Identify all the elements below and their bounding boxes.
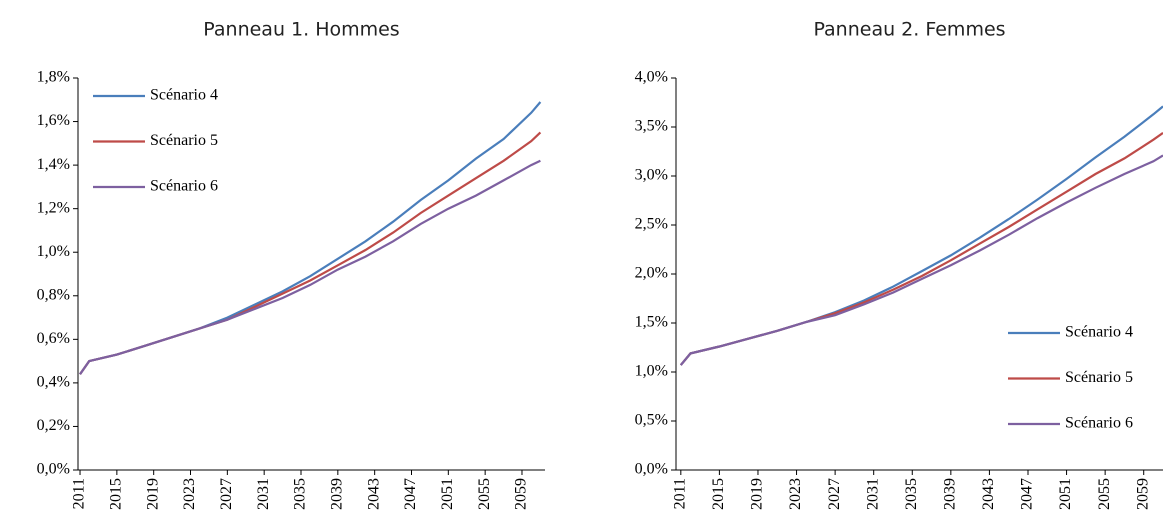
x-tick-label: 2051	[1057, 478, 1074, 510]
y-tick-label: 2,5%	[635, 216, 668, 233]
x-tick-label: 2019	[749, 478, 766, 510]
x-tick-label: 2047	[402, 478, 419, 510]
y-tick-label: 0,2%	[37, 417, 70, 434]
y-tick-label: 1,6%	[37, 112, 70, 129]
x-tick-label: 2023	[181, 478, 198, 510]
x-tick-label: 2051	[439, 478, 456, 510]
x-tick-label: 2035	[292, 478, 309, 510]
x-tick-label: 2035	[903, 478, 920, 510]
x-tick-label: 2027	[826, 478, 843, 510]
y-tick-label: 2,0%	[635, 265, 668, 282]
y-tick-label: 1,0%	[635, 363, 668, 380]
y-tick-label: 1,4%	[37, 156, 70, 173]
y-tick-label: 0,5%	[635, 412, 668, 429]
chart-title: Panneau 1. Hommes	[203, 19, 399, 41]
y-tick-label: 1,0%	[37, 243, 70, 260]
legend-label: Scénario 5	[1065, 369, 1133, 386]
y-tick-label: 0,0%	[635, 461, 668, 478]
x-tick-label: 2039	[942, 478, 959, 510]
series-line	[79, 131, 542, 375]
legend-label: Scénario 4	[1065, 324, 1133, 341]
legend-label: Scénario 6	[1065, 415, 1133, 432]
x-tick-label: 2027	[218, 478, 235, 510]
x-tick-label: 2043	[365, 478, 382, 510]
y-tick-label: 0,6%	[37, 330, 70, 347]
y-tick-label: 0,4%	[37, 374, 70, 391]
x-tick-label: 2011	[671, 478, 688, 509]
y-tick-label: 0,0%	[37, 461, 70, 478]
legend-label: Scénario 5	[150, 132, 218, 149]
x-tick-label: 2031	[864, 478, 881, 510]
legend-label: Scénario 4	[150, 87, 218, 104]
x-tick-label: 2015	[710, 478, 727, 510]
x-tick-label: 2047	[1019, 478, 1036, 510]
x-tick-label: 2059	[513, 478, 530, 510]
y-tick-label: 3,0%	[635, 167, 668, 184]
legend-label: Scénario 6	[150, 178, 218, 195]
x-tick-label: 2023	[787, 478, 804, 510]
x-tick-label: 2039	[329, 478, 346, 510]
y-tick-label: 1,8%	[37, 69, 70, 86]
y-tick-label: 1,5%	[635, 314, 668, 331]
chart-title: Panneau 2. Femmes	[813, 19, 1005, 41]
x-tick-label: 2019	[144, 478, 161, 510]
x-tick-label: 2055	[1096, 478, 1113, 510]
x-tick-label: 2015	[108, 478, 125, 510]
y-tick-label: 4,0%	[635, 69, 668, 86]
series-line	[679, 154, 1163, 366]
x-tick-label: 2059	[1134, 478, 1151, 510]
series-line	[79, 159, 541, 375]
y-tick-label: 0,8%	[37, 286, 70, 303]
x-tick-label: 2031	[255, 478, 272, 510]
x-tick-label: 2043	[980, 478, 997, 510]
x-tick-label: 2055	[476, 478, 493, 510]
y-tick-label: 1,2%	[37, 199, 70, 216]
x-tick-label: 2011	[71, 478, 88, 509]
y-tick-label: 3,5%	[635, 118, 668, 135]
